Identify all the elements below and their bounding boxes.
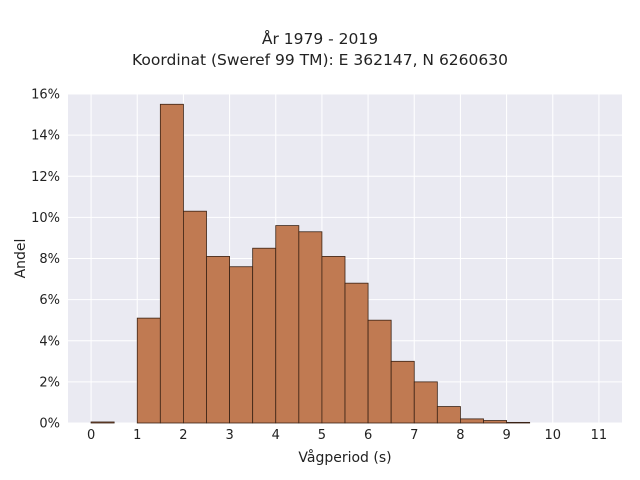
histogram-bar bbox=[298, 231, 323, 424]
x-tick-label: 8 bbox=[456, 428, 464, 443]
histogram-bar bbox=[275, 225, 300, 424]
y-tick-label: 2% bbox=[39, 375, 60, 390]
histogram-bar bbox=[229, 266, 254, 424]
x-tick-label: 5 bbox=[318, 428, 326, 443]
y-tick-label: 6% bbox=[39, 293, 60, 308]
x-tick-label: 9 bbox=[502, 428, 510, 443]
y-tick-label: 14% bbox=[31, 129, 60, 144]
x-tick-label: 4 bbox=[272, 428, 280, 443]
y-tick-label: 16% bbox=[31, 88, 60, 103]
histogram-bar bbox=[436, 406, 461, 424]
y-tick-label: 8% bbox=[39, 252, 60, 267]
histogram-bars bbox=[90, 103, 531, 424]
histogram-bar bbox=[159, 103, 184, 424]
y-axis-label: Andel bbox=[13, 239, 29, 279]
histogram-bar bbox=[460, 418, 484, 424]
histogram-bar bbox=[183, 210, 207, 424]
histogram-bar bbox=[252, 247, 277, 424]
histogram-bar bbox=[413, 381, 438, 424]
x-tick-label: 10 bbox=[544, 428, 561, 443]
histogram-bar bbox=[90, 421, 115, 424]
histogram-bar bbox=[321, 256, 346, 424]
y-tick-label: 10% bbox=[31, 211, 60, 226]
x-axis-label: Vågperiod (s) bbox=[298, 449, 391, 466]
x-tick-label: 11 bbox=[591, 428, 608, 443]
histogram-bar bbox=[206, 256, 230, 424]
x-tick-label: 7 bbox=[410, 428, 418, 443]
histogram-bar bbox=[344, 282, 369, 424]
x-tick-label: 3 bbox=[225, 428, 233, 443]
x-tick-label: 1 bbox=[133, 428, 141, 443]
chart-title-line-2: Koordinat (Sweref 99 TM): E 362147, N 62… bbox=[132, 51, 508, 69]
histogram-bar bbox=[390, 360, 415, 424]
histogram-bar bbox=[367, 319, 392, 424]
y-tick-label: 0% bbox=[39, 417, 60, 432]
x-axis-ticks: 0 1 2 3 4 5 6 7 8 9 10 11 bbox=[87, 428, 607, 443]
y-tick-label: 4% bbox=[39, 334, 60, 349]
x-tick-label: 0 bbox=[87, 428, 95, 443]
x-tick-label: 6 bbox=[364, 428, 372, 443]
y-tick-label: 12% bbox=[31, 170, 60, 185]
chart-title-line-1: År 1979 - 2019 bbox=[261, 30, 379, 48]
histogram-bar bbox=[506, 421, 531, 424]
y-axis-ticks: 0% 2% 4% 6% 8% 10% 12% 14% 16% bbox=[31, 88, 60, 432]
histogram-bar bbox=[483, 420, 507, 424]
x-tick-label: 2 bbox=[179, 428, 187, 443]
histogram-bar bbox=[136, 317, 161, 424]
